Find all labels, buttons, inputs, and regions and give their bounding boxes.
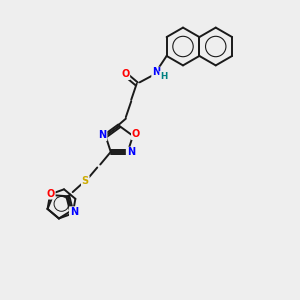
Text: N: N: [70, 207, 78, 217]
Text: N: N: [127, 148, 135, 158]
Text: N: N: [98, 130, 106, 140]
Text: O: O: [132, 129, 140, 139]
Text: O: O: [46, 189, 55, 199]
Text: N: N: [152, 68, 160, 77]
Text: O: O: [121, 69, 129, 79]
Text: S: S: [82, 176, 89, 186]
Text: H: H: [160, 71, 167, 80]
